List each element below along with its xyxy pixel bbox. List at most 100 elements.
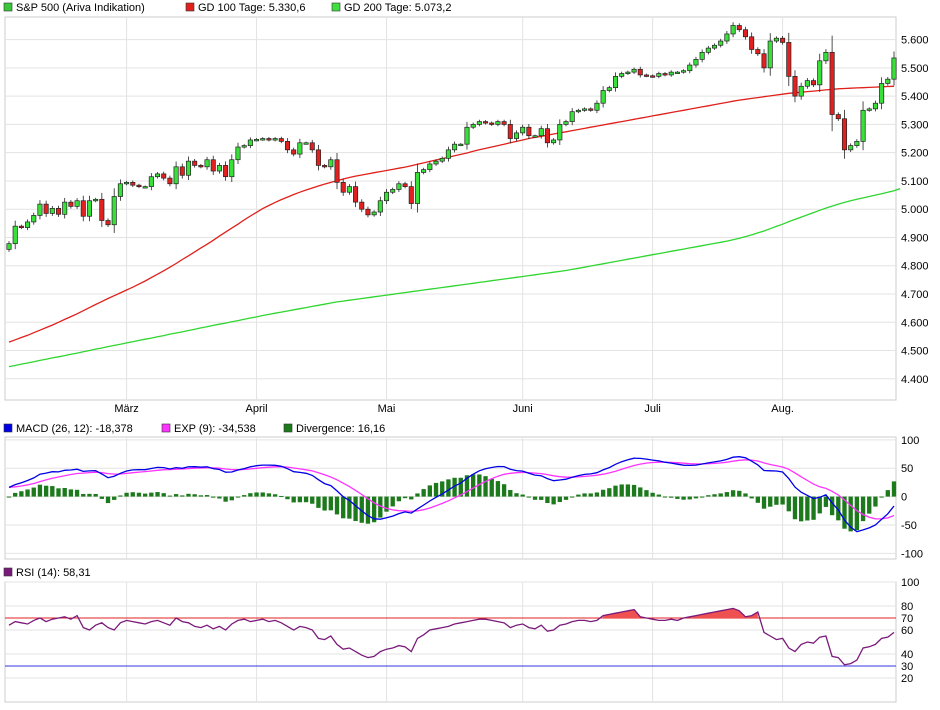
legend-swatch <box>3 2 13 12</box>
divergence-bar <box>539 496 544 500</box>
divergence-bar <box>87 493 92 497</box>
divergence-bar <box>885 490 890 497</box>
divergence-bar <box>848 496 853 532</box>
divergence-bar <box>180 495 185 497</box>
divergence-bar <box>836 496 841 521</box>
macd-line <box>8 456 895 533</box>
divergence-bar <box>867 496 872 514</box>
divergence-bar <box>390 496 395 507</box>
y-tick-label: -50 <box>901 520 917 532</box>
y-tick-label: 4.800 <box>901 261 929 273</box>
divergence-bar <box>452 477 457 497</box>
candle <box>322 163 328 169</box>
divergence-bar <box>291 496 296 503</box>
candle <box>804 78 810 89</box>
divergence-bar <box>557 496 562 502</box>
rsi-legend: RSI (14): 58,31 <box>3 567 91 579</box>
candle <box>86 195 92 222</box>
candle <box>303 141 309 145</box>
candle <box>68 199 74 209</box>
candle <box>266 137 272 142</box>
candle <box>260 137 266 141</box>
divergence-bar <box>780 496 785 505</box>
divergence-bar <box>112 496 117 500</box>
divergence-bar <box>706 495 711 497</box>
divergence-bar <box>526 496 532 498</box>
candle <box>841 109 848 159</box>
macd-panel: MACD (26, 12): -18,378 EXP (9): -34,538 Di… <box>3 423 923 560</box>
divergence-bar <box>93 493 98 497</box>
divergence-bar <box>829 496 835 516</box>
price-panel: S&P 500 (Ariva Indikation) GD 100 Tage: 5… <box>3 2 929 415</box>
divergence-bar <box>625 484 631 497</box>
divergence-bar <box>669 496 674 498</box>
legend-label: EXP (9): -34,538 <box>174 423 256 435</box>
rsi-overbought-fill <box>603 608 758 618</box>
divergence-bar <box>19 491 24 497</box>
candle <box>891 51 897 86</box>
candle <box>384 188 390 204</box>
divergence-bar <box>662 496 668 498</box>
candle <box>377 196 383 216</box>
divergence-bar <box>563 496 569 500</box>
divergence-bar <box>353 496 358 522</box>
month-axis: März April Mai Juni Juli Aug. <box>114 403 794 415</box>
divergence-bar <box>192 494 197 497</box>
candle <box>74 198 80 209</box>
divergence-bar <box>873 496 878 507</box>
legend-label: S&P 500 (Ariva Indikation) <box>16 2 145 14</box>
candle <box>25 219 31 231</box>
divergence-bar <box>458 477 463 497</box>
candle <box>780 36 786 45</box>
divergence-bar <box>501 484 507 497</box>
divergence-bar <box>167 495 173 497</box>
candle <box>693 56 699 68</box>
rsi-path <box>8 607 895 666</box>
divergence-bar <box>470 474 476 497</box>
divergence-bar <box>495 481 501 497</box>
macd-plot-frame <box>4 436 897 560</box>
candle <box>402 181 408 189</box>
candle <box>452 141 458 153</box>
divergence-bar <box>285 496 290 500</box>
candle <box>346 184 352 195</box>
divergence-bar <box>248 493 253 497</box>
divergence-bar <box>879 496 884 498</box>
candle <box>600 86 606 108</box>
divergence-bar <box>6 496 12 498</box>
divergence-bar <box>545 496 550 504</box>
candle <box>291 147 297 157</box>
candle <box>773 36 779 43</box>
y-tick-label: 5.100 <box>901 176 929 188</box>
candle <box>235 142 241 165</box>
divergence-bar <box>712 494 717 497</box>
candle <box>625 70 631 76</box>
candle <box>210 155 216 176</box>
divergence-bar <box>464 475 470 497</box>
candle <box>569 108 575 126</box>
divergence-bar <box>217 496 222 499</box>
candle <box>724 31 730 44</box>
candle <box>155 172 161 179</box>
legend-swatch <box>331 2 341 12</box>
divergence-bar <box>68 489 74 497</box>
candle <box>761 49 767 73</box>
divergence-bar <box>303 496 309 503</box>
divergence-bar <box>402 496 408 499</box>
candle <box>408 181 414 209</box>
candle <box>371 210 377 217</box>
divergence-bar <box>297 496 303 503</box>
candle <box>359 199 365 213</box>
month-label: Juni <box>513 403 533 415</box>
candle <box>476 119 482 127</box>
candle <box>334 152 340 190</box>
divergence-bar <box>842 496 847 529</box>
legend-swatch <box>3 423 13 433</box>
candle <box>414 163 420 213</box>
candle <box>204 156 210 170</box>
divergence-bar <box>43 485 49 497</box>
candle <box>544 123 550 148</box>
divergence-bar <box>514 493 519 497</box>
